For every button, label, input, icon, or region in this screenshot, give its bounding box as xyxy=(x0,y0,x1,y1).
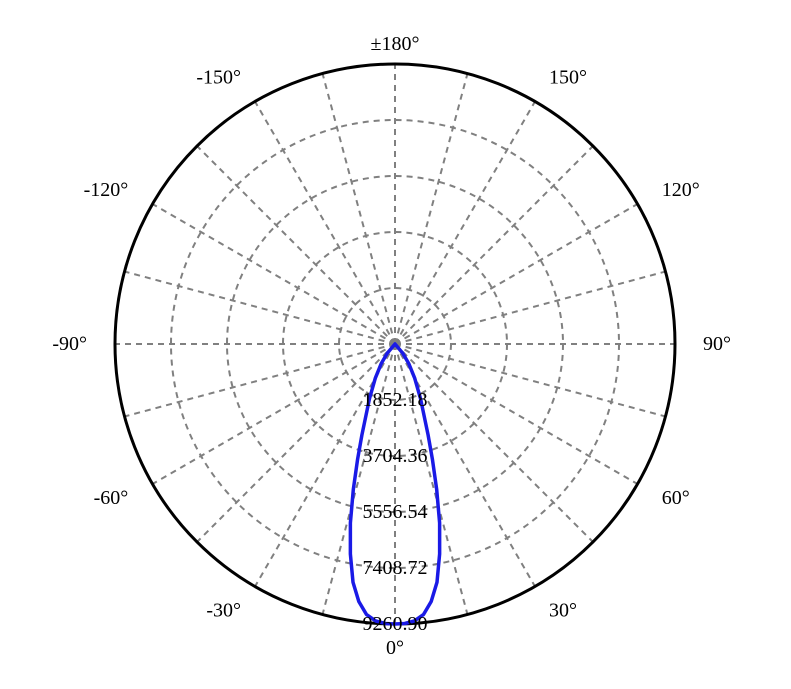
angle-label: -120° xyxy=(84,179,129,201)
radial-tick-label: 1852.18 xyxy=(363,389,428,411)
angle-label: 30° xyxy=(549,600,577,622)
polar-chart: ±180° -150° 150° -120° 120° -90° 90° -60° 60° -30… xyxy=(0,0,791,689)
radial-tick-label: 3704.36 xyxy=(363,445,428,467)
angle-label: 90° xyxy=(703,333,731,355)
angle-label: -150° xyxy=(196,66,241,88)
angle-label: 0° xyxy=(386,637,404,659)
angle-label: 120° xyxy=(662,179,700,201)
angle-label: -60° xyxy=(94,487,129,509)
angle-label: ±180° xyxy=(371,33,420,55)
radial-tick-label: 5556.54 xyxy=(363,501,428,523)
radial-tick-label: 9260.90 xyxy=(363,613,428,635)
angle-label: 150° xyxy=(549,66,587,88)
radial-tick-label: 7408.72 xyxy=(363,557,428,579)
angle-label: 60° xyxy=(662,487,690,509)
angle-label: -90° xyxy=(52,333,87,355)
angle-label: -30° xyxy=(206,600,241,622)
